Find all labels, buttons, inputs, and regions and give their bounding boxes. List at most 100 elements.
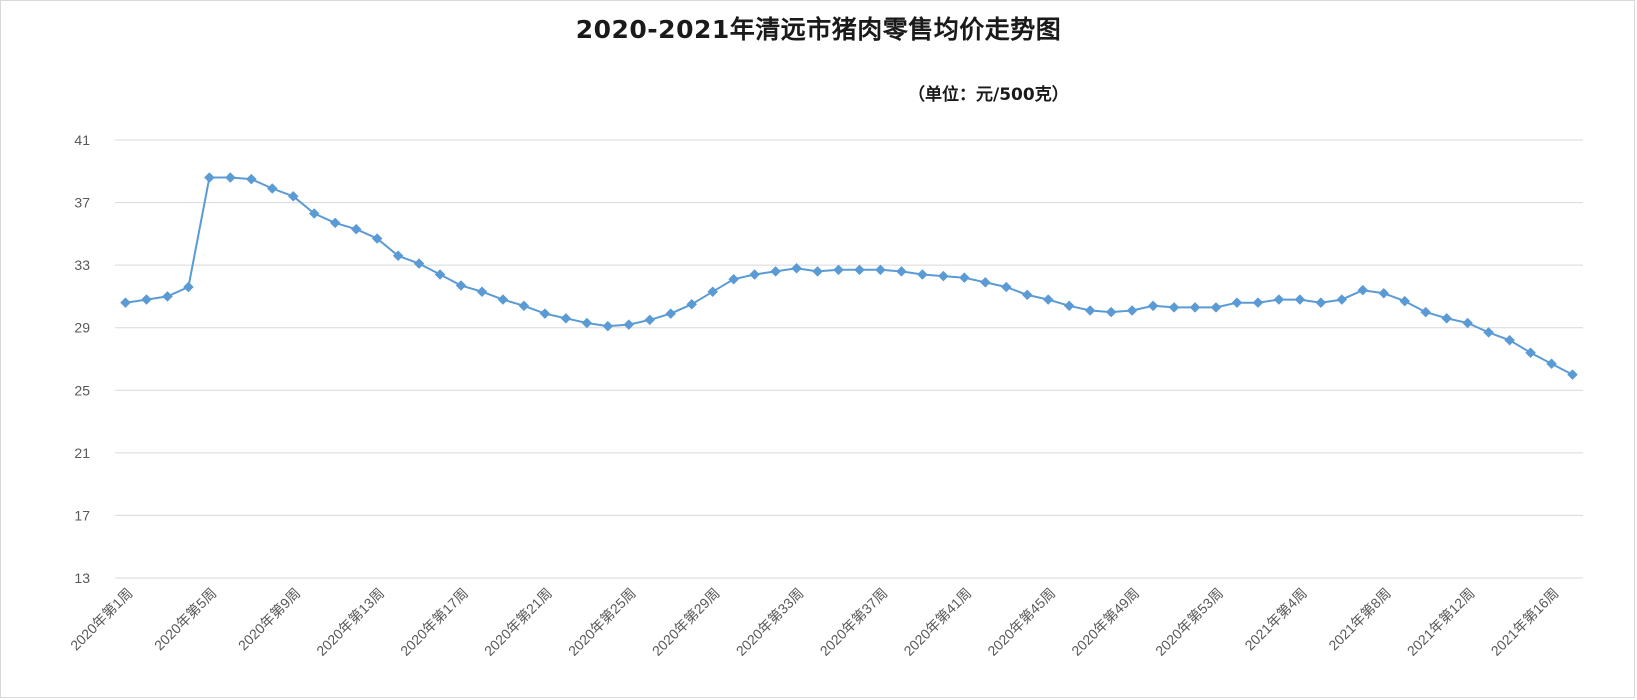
data-point-marker: [749, 269, 760, 280]
x-tick-label: 2020年第49周: [1068, 585, 1142, 659]
data-point-marker: [1252, 297, 1264, 309]
data-point-marker: [581, 317, 593, 329]
x-tick-label: 2020年第45周: [984, 585, 1058, 659]
x-tick-label: 2020年第9周: [235, 585, 304, 654]
x-tick-label: 2020年第5周: [151, 585, 220, 654]
x-tick-label: 2020年第17周: [397, 585, 471, 659]
data-point-marker: [1147, 300, 1159, 312]
data-point-marker: [770, 266, 781, 277]
data-point-marker: [979, 276, 991, 288]
data-point-marker: [1399, 295, 1411, 307]
data-point-marker: [833, 264, 844, 276]
data-point-marker: [1441, 312, 1453, 324]
data-point-marker: [1042, 294, 1054, 305]
data-point-marker: [1021, 289, 1033, 301]
data-point-marker: [1567, 369, 1578, 380]
data-point-marker: [644, 314, 656, 326]
data-point-marker: [183, 281, 194, 293]
data-point-marker: [371, 233, 383, 244]
y-tick-label: 37: [74, 195, 90, 211]
data-point-marker: [1210, 302, 1222, 313]
data-point-marker: [1063, 300, 1075, 312]
data-point-marker: [1231, 297, 1243, 309]
data-point-marker: [917, 269, 928, 280]
data-point-marker: [938, 270, 949, 282]
data-point-marker: [896, 266, 907, 277]
data-point-marker: [329, 217, 341, 229]
data-point-marker: [1168, 302, 1180, 313]
x-tick-label: 2020年第25周: [565, 585, 639, 659]
data-point-marker: [455, 280, 467, 291]
data-point-marker: [1483, 327, 1494, 338]
data-point-marker: [287, 190, 299, 202]
data-point-marker: [812, 266, 823, 277]
data-point-marker: [1378, 287, 1390, 299]
data-point-marker: [1000, 281, 1012, 293]
x-tick-label: 2020年第21周: [481, 585, 555, 659]
data-point-marker: [497, 294, 509, 305]
data-point-marker: [958, 272, 970, 284]
data-point-marker: [266, 183, 278, 194]
y-tick-label: 21: [74, 445, 90, 461]
x-axis-ticks: 2020年第1周 2020年第5周 2020年第9周 2020年第13周 2020年第1…: [67, 585, 1562, 659]
data-point-marker: [1336, 294, 1348, 305]
x-tick-label: 2020年第1周: [67, 585, 136, 654]
data-point-marker: [728, 273, 740, 285]
data-point-marker: [623, 319, 635, 330]
data-point-marker: [602, 320, 614, 332]
data-point-marker: [162, 291, 173, 302]
data-point-marker: [308, 208, 320, 219]
data-point-marker: [204, 172, 215, 183]
data-point-marker: [1504, 334, 1515, 346]
y-tick-label: 25: [74, 382, 90, 398]
data-point-marker: [875, 264, 886, 276]
data-point-marker: [1105, 306, 1117, 318]
data-point-marker: [1462, 317, 1474, 329]
data-point-marker: [245, 173, 257, 185]
y-tick-label: 17: [74, 507, 90, 523]
series-layer: [120, 172, 1578, 380]
y-tick-label: 33: [74, 257, 90, 273]
data-point-marker: [707, 286, 719, 298]
data-point-marker: [476, 286, 488, 298]
data-point-marker: [1546, 358, 1557, 370]
data-point-marker: [224, 172, 236, 183]
data-point-marker: [1273, 294, 1285, 305]
y-axis-ticks: 13 17 21 25 29 33 37 41: [74, 132, 90, 586]
data-point-marker: [1525, 347, 1536, 359]
data-point-marker: [392, 250, 404, 262]
data-point-marker: [560, 312, 572, 324]
data-point-marker: [518, 300, 530, 312]
x-tick-label: 2021年第8周: [1325, 585, 1394, 654]
data-point-marker: [665, 308, 677, 319]
y-tick-label: 13: [74, 570, 90, 586]
data-point-marker: [1294, 294, 1306, 305]
data-point-marker: [686, 298, 698, 310]
chart-title: 2020-2021年清远市猪肉零售均价走势图: [575, 15, 1062, 44]
data-point-marker: [350, 223, 362, 235]
x-tick-label: 2020年第29周: [649, 585, 723, 659]
x-tick-label: 2020年第41周: [900, 585, 974, 659]
data-point-marker: [434, 269, 446, 280]
x-tick-label: 2020年第53周: [1152, 585, 1226, 659]
data-point-marker: [1315, 297, 1327, 309]
x-tick-label: 2020年第33周: [733, 585, 807, 659]
data-point-marker: [120, 297, 131, 309]
x-tick-label: 2021年第16周: [1488, 585, 1562, 659]
data-point-marker: [791, 262, 802, 274]
unit-label: （单位：元/500克）: [908, 85, 1069, 105]
x-tick-label: 2020年第13周: [313, 585, 387, 659]
data-point-marker: [413, 258, 425, 269]
x-tick-label: 2021年第4周: [1241, 585, 1310, 654]
y-tick-label: 41: [74, 132, 90, 148]
x-tick-label: 2021年第12周: [1404, 585, 1478, 659]
data-point-marker: [141, 294, 152, 305]
x-tick-label: 2020年第37周: [817, 585, 891, 659]
data-point-marker: [1084, 305, 1096, 316]
gridlines: [115, 139, 1583, 579]
data-point-marker: [854, 264, 865, 276]
series-line: [125, 176, 1573, 376]
data-point-marker: [1189, 302, 1201, 313]
